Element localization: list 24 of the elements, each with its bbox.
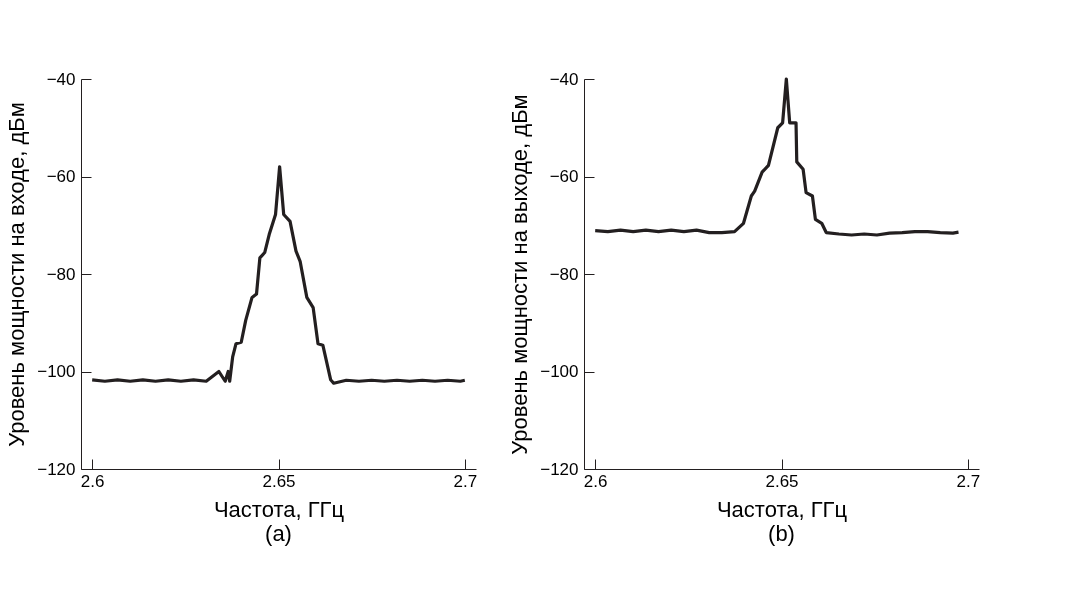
text: (b)	[768, 521, 795, 546]
x-tick-label: 2.6	[80, 471, 105, 491]
y-axis-title: Уровень мощности на выходе, дБм	[507, 94, 533, 455]
y-tick-label: −80	[46, 264, 76, 284]
y-tick-label: −120	[540, 459, 579, 479]
x-tick-label: 2.7	[453, 471, 478, 491]
text: (a)	[265, 521, 292, 546]
y-axis-title: Уровень мощности на входе, дБм	[4, 102, 30, 447]
x-axis-title: Частота, ГГц	[716, 496, 848, 522]
x-tick-label: 2.65	[262, 471, 296, 491]
y-tick-label: −80	[549, 264, 579, 284]
y-tick-label: −60	[46, 167, 76, 186]
y-tick-label: −100	[540, 362, 579, 381]
y-tick-label: −100	[37, 362, 76, 381]
y-tick-label: −40	[46, 69, 76, 89]
x-axis-title: Частота, ГГц	[213, 496, 345, 522]
x-tick-label: 2.65	[765, 471, 799, 491]
y-tick-label: −40	[549, 69, 579, 89]
x-tick-label: 2.7	[956, 471, 981, 491]
line-series	[90, 165, 467, 385]
x-tick-label: 2.6	[583, 471, 608, 491]
y-tick-label: −60	[549, 167, 579, 186]
y-tick-label: −120	[37, 459, 76, 479]
line-series	[593, 77, 961, 237]
